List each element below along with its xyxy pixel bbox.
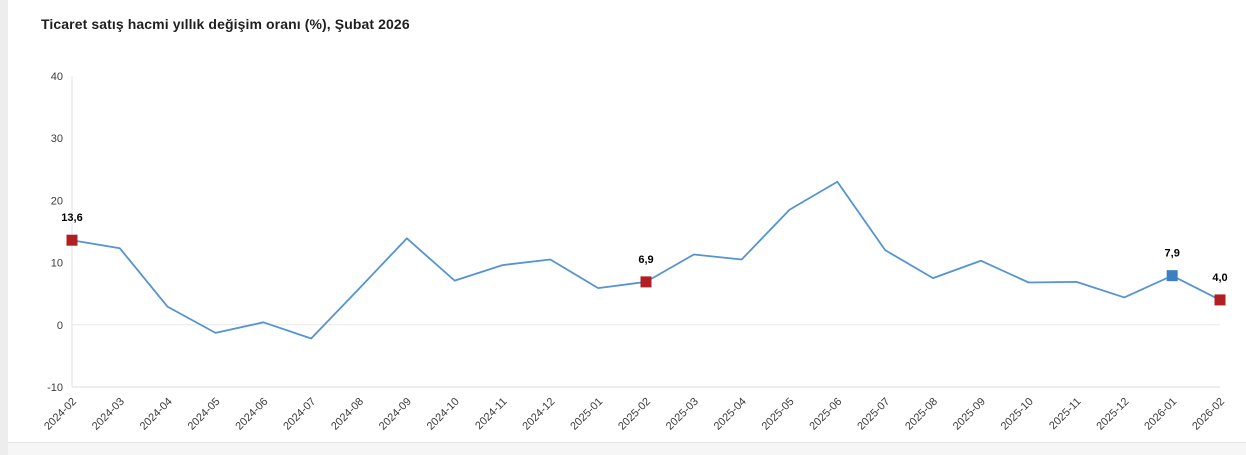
x-tick-label: 2024-10	[425, 396, 462, 433]
page-background-left-strip	[0, 0, 8, 455]
x-tick-label: 2025-02	[616, 396, 653, 433]
data-point-marker[interactable]	[1214, 294, 1226, 306]
y-tick-label: 10	[51, 258, 63, 270]
y-tick-label: 20	[51, 195, 63, 207]
x-tick-label: 2025-01	[568, 396, 605, 433]
data-point-marker[interactable]	[640, 276, 652, 288]
data-point-label: 4,0	[1212, 272, 1227, 284]
x-tick-label: 2024-02	[42, 396, 79, 433]
data-point-marker[interactable]	[66, 234, 78, 246]
data-point-label: 7,9	[1165, 248, 1180, 260]
page-background-bottom-strip	[8, 442, 1246, 455]
x-tick-label: 2024-04	[138, 396, 175, 433]
x-tick-label: 2024-07	[281, 396, 318, 433]
x-tick-label: 2025-03	[664, 396, 701, 433]
data-point-label: 13,6	[61, 212, 82, 224]
x-tick-label: 2024-08	[329, 396, 366, 433]
y-tick-label: -10	[47, 382, 63, 394]
x-tick-label: 2025-09	[951, 396, 988, 433]
chart-card: 40 30 20 10 0 -10 2024-02 2024-03 2024-04 2024-05…	[8, 0, 1246, 442]
y-tick-label: 30	[51, 133, 63, 145]
x-tick-label: 2024-09	[377, 396, 414, 433]
x-tick-label: 2024-12	[520, 396, 557, 433]
x-tick-label: 2026-02	[1190, 396, 1227, 433]
x-tick-label: 2025-05	[760, 396, 797, 433]
data-point-marker[interactable]	[1166, 270, 1178, 282]
x-tick-label: 2024-11	[473, 396, 509, 432]
data-point-label: 6,9	[638, 254, 653, 266]
y-tick-label: 0	[57, 320, 63, 332]
line-chart: 40 30 20 10 0 -10 2024-02 2024-03 2024-04 2024-05…	[42, 71, 1228, 433]
x-tick-label: 2024-03	[90, 396, 127, 433]
x-tick-label: 2026-01	[1142, 396, 1179, 433]
y-tick-label: 40	[51, 71, 63, 83]
x-tick-label: 2025-06	[807, 396, 844, 433]
chart-title: Ticaret satış hacmi yıllık değişim oranı…	[41, 16, 410, 32]
x-tick-label: 2025-08	[903, 396, 940, 433]
x-tick-label: 2025-07	[855, 396, 892, 433]
x-tick-label: 2025-12	[1094, 396, 1131, 433]
x-tick-label: 2025-04	[712, 396, 749, 433]
x-tick-label: 2024-05	[186, 396, 223, 433]
x-tick-label: 2025-10	[999, 396, 1036, 433]
x-tick-label: 2024-06	[233, 396, 270, 433]
x-tick-label: 2025-11	[1047, 396, 1083, 432]
